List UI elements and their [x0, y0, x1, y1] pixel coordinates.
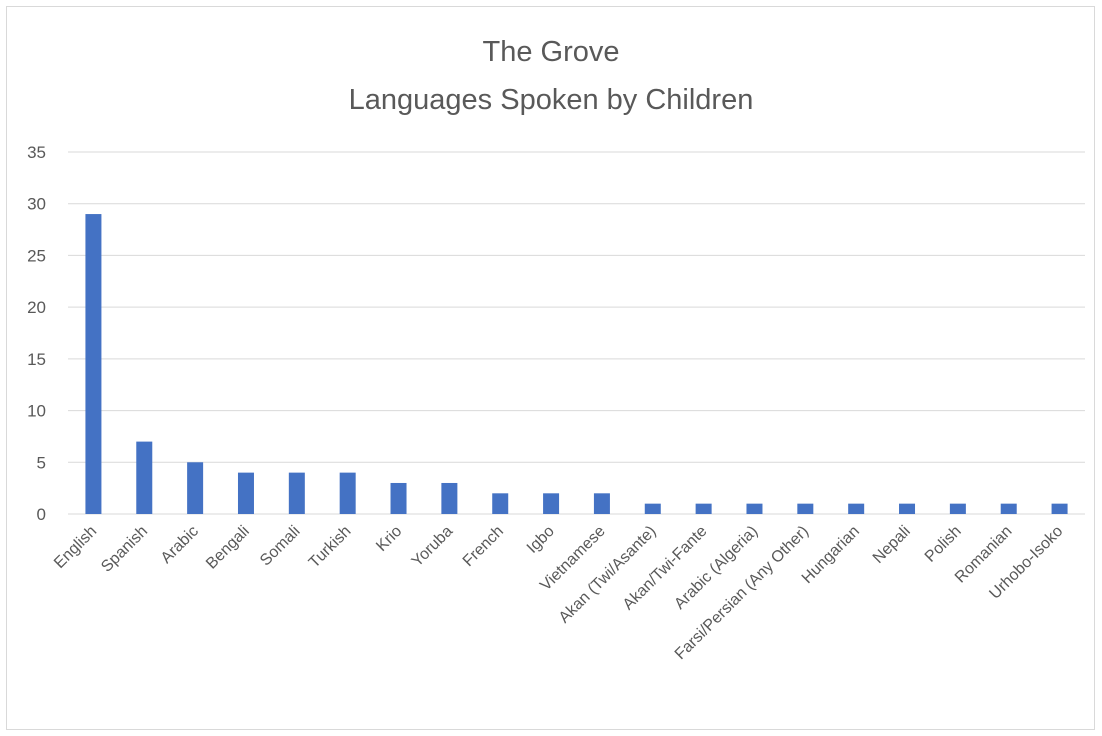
chart-title: The Grove [482, 36, 620, 68]
gridlines [68, 151, 1085, 515]
bar [644, 503, 661, 514]
bar [1000, 503, 1017, 514]
x-tick-label: Bengali [203, 523, 253, 573]
bar [85, 214, 102, 515]
x-tick-label: French [460, 523, 507, 570]
y-tick-label: 20 [27, 298, 46, 317]
y-axis-ticks: 0 5 10 15 20 25 30 35 [27, 143, 46, 524]
bar [136, 441, 153, 514]
y-tick-label: 35 [27, 143, 46, 162]
bar [1051, 503, 1068, 514]
y-tick-label: 0 [37, 505, 46, 524]
y-tick-label: 30 [27, 195, 46, 214]
x-tick-label: Turkish [306, 523, 355, 572]
x-tick-label: Yoruba [409, 523, 457, 571]
x-tick-label: Arabic [158, 523, 202, 567]
x-tick-label: Nepali [870, 523, 914, 567]
x-tick-label: Krio [373, 523, 405, 555]
x-tick-label: English [51, 523, 100, 572]
bar [492, 493, 509, 514]
bars [85, 214, 1068, 515]
bar [339, 472, 356, 514]
bar [949, 503, 966, 514]
chart-subtitle: Languages Spoken by Children [348, 84, 754, 116]
x-tick-label: Spanish [98, 523, 151, 576]
bar [441, 482, 458, 514]
bar [695, 503, 712, 514]
x-tick-label: Polish [922, 523, 965, 566]
x-tick-label: Akan (Twi/Asante) [556, 523, 660, 627]
bar [746, 503, 763, 514]
bar [848, 503, 865, 514]
bar [187, 462, 204, 514]
y-tick-label: 5 [37, 453, 46, 472]
bar [237, 472, 254, 514]
bar [390, 482, 407, 514]
x-tick-label: Igbo [524, 523, 558, 557]
bar [899, 503, 916, 514]
bar [543, 493, 560, 514]
bar [797, 503, 814, 514]
x-tick-label: Somali [257, 523, 304, 570]
chart-frame [6, 6, 1095, 730]
y-tick-label: 25 [27, 246, 46, 265]
y-tick-label: 10 [27, 402, 46, 421]
bar [593, 493, 610, 514]
bar [288, 472, 305, 514]
y-tick-label: 15 [27, 350, 46, 369]
